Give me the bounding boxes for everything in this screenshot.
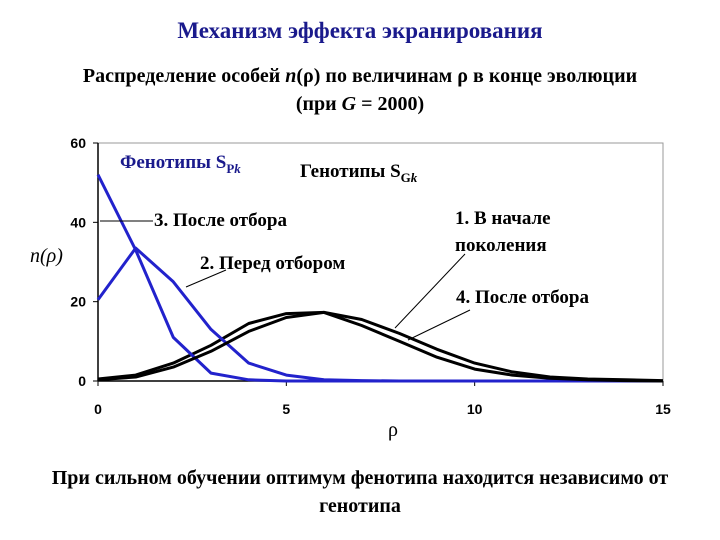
label-genotypes: Генотипы SGk: [300, 161, 418, 185]
y-tick-label: 20: [70, 294, 86, 310]
label-series-1-line1: 1. В начале: [455, 208, 551, 229]
x-tick-label: 15: [655, 401, 671, 417]
label-series-1-line2: поколения: [455, 235, 547, 256]
y-tick-label: 40: [70, 214, 86, 230]
subtitle-g-symbol: G: [341, 93, 357, 115]
leader-series-1: [394, 253, 466, 329]
label-series-2: 2. Перед отбором: [200, 253, 345, 274]
label-series-3: 3. После отбора: [154, 210, 287, 231]
subtitle-part1: Распределение особей: [82, 65, 286, 87]
series-lines: [96, 174, 664, 383]
leader-series-2: [185, 269, 227, 288]
series-line-2: [96, 246, 663, 383]
x-tick-label: 0: [94, 401, 102, 417]
x-axis-label: ρ: [388, 419, 398, 441]
x-tick-label: 5: [282, 401, 290, 417]
subtitle-part3: = 2000): [356, 93, 425, 115]
x-tick-label: 10: [467, 401, 483, 417]
y-axis-label: n(ρ): [30, 245, 63, 267]
slide-subtitle: Распределение особей n(ρ) по величинам ρ…: [60, 62, 660, 118]
subtitle-n-symbol: n: [285, 65, 297, 87]
label-phenotypes: Фенотипы SPk: [120, 152, 241, 176]
label-series-4: 4. После отбора: [456, 287, 589, 308]
axis-ticks: 0 5 10 15 0 20 40 60: [70, 135, 671, 417]
series-line-4: [97, 310, 664, 383]
slide-title: Механизм эффекта экранирования: [177, 18, 543, 43]
leader-series-4: [407, 309, 471, 341]
footer-conclusion: При сильном обучении оптимум фенотипа на…: [51, 467, 669, 517]
series-line-3: [96, 174, 663, 383]
y-tick-label: 0: [78, 373, 86, 389]
y-tick-label: 60: [70, 135, 86, 151]
subtitle-part2: (ρ) по величинам ρ в конце эволюции (при: [295, 65, 638, 115]
